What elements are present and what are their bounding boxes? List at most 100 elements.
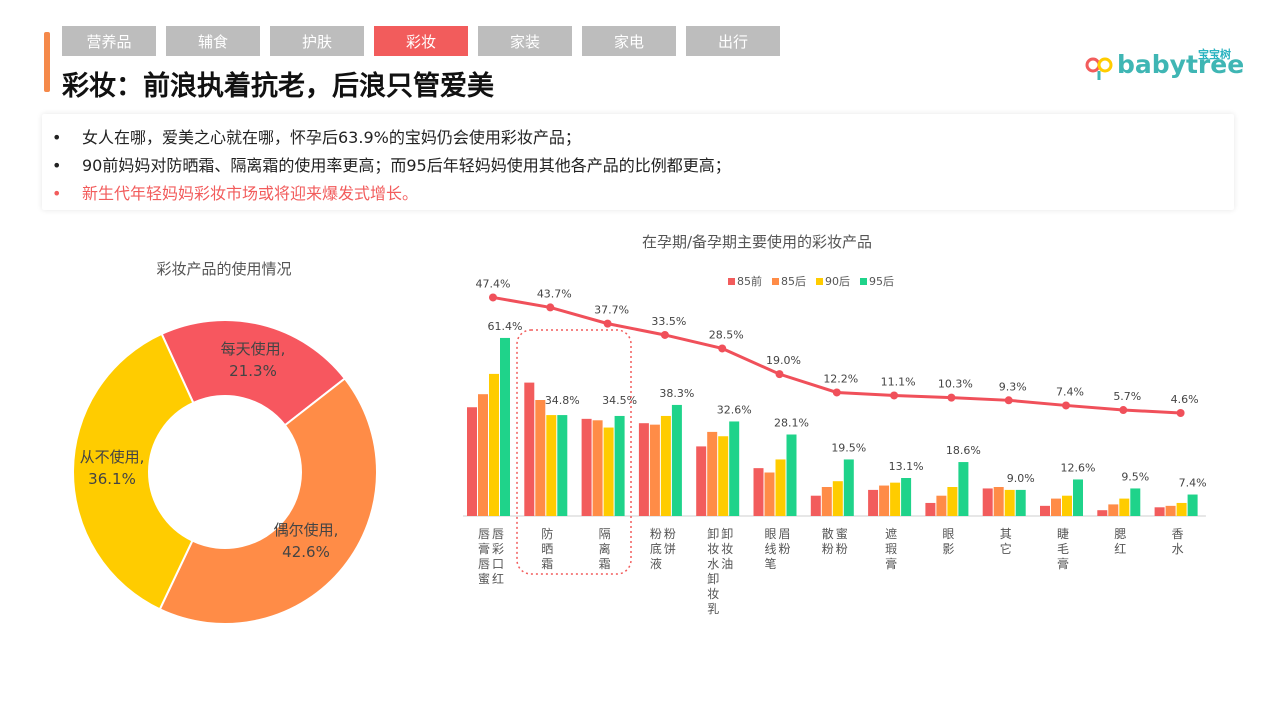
bar-value-label: 9.5% [1121,470,1149,483]
summary-box: • 女人在哪，爱美之心就在哪，怀孕后63.9%的宝妈仍会使用彩妆产品； • 90前妈… [42,114,1234,210]
bar [786,434,797,516]
bar [614,415,625,516]
tab-6[interactable]: 家电 [582,26,676,56]
category-label-char: 彩 [492,542,504,556]
bullet-1: • 女人在哪，爱美之心就在哪，怀孕后63.9%的宝妈仍会使用彩妆产品； [52,128,581,147]
line-value-label: 5.7% [1113,390,1141,403]
line-point [718,344,727,353]
category-label-char: 蜜 [478,571,490,586]
category-label-char: 笔 [764,556,776,571]
line-value-label: 43.7% [537,287,572,300]
bar [890,482,901,516]
bar [1097,510,1108,516]
category-label-char: 卸 [707,526,719,541]
bar [1015,489,1026,516]
line-point [1004,396,1013,405]
bar [832,481,843,516]
category-label-char: 防 [541,526,553,541]
tab-2[interactable]: 辅食 [166,26,260,56]
category-label-char: 影 [942,542,954,556]
category-label-char: 眼 [942,527,954,541]
category-label-char: 水 [707,557,719,571]
line-point [775,370,784,379]
bar [958,462,969,516]
category-label-char: 底 [650,541,662,556]
bar [581,418,592,516]
bar [879,485,890,516]
bar-value-label: 13.1% [889,460,924,473]
bar [649,424,660,516]
bar [1165,505,1176,516]
category-label-char: 蜜 [836,526,848,541]
bar-value-label: 9.0% [1007,472,1035,485]
bar [936,495,947,516]
title-accent-bar [44,32,50,92]
category-label-char: 毛 [1057,542,1069,556]
bar [696,446,707,516]
bar [925,502,936,516]
tab-5[interactable]: 家装 [478,26,572,56]
category-label-char: 乳 [707,602,719,616]
donut-title: 彩妆产品的使用情况 [156,260,291,278]
tab-1[interactable]: 营养品 [62,26,156,56]
bar-value-label: 18.6% [946,444,981,457]
bar-value-label: 7.4% [1179,477,1207,490]
bar [592,420,603,516]
line-point [1119,406,1128,415]
line-value-label: 11.1% [881,375,916,388]
bar [1154,507,1165,516]
bar [718,436,729,516]
bar-value-label: 12.6% [1061,461,1096,474]
category-label-char: 水 [1172,542,1184,556]
bar-value-label: 38.3% [659,387,694,400]
category-tabs: 营养品 辅食 护肤 彩妆 家装 家电 出行 [62,26,780,56]
legend-swatch [860,278,867,285]
donut-slice-label: 从不使用, [80,448,145,466]
bar [821,487,832,516]
bar [557,415,568,516]
category-label-char: 霜 [599,557,611,571]
tab-3[interactable]: 护肤 [270,26,364,56]
tab-7[interactable]: 出行 [686,26,780,56]
line-point [832,388,841,397]
category-label-char: 遮 [885,526,897,541]
bar [993,487,1004,516]
bar [500,337,510,516]
logo-text: babytree [1117,50,1245,79]
category-label-char: 霜 [541,557,553,571]
bar-value-label: 34.5% [602,394,637,407]
category-label-char: 粉 [664,527,676,541]
bar [546,415,557,516]
bar [1051,498,1061,516]
line-point [1062,401,1070,410]
bar [1073,479,1083,516]
category-label-char: 妆 [721,542,733,556]
line-value-label: 47.4% [476,277,511,290]
donut-slice-label: 偶尔使用, [274,521,339,539]
bar [1108,504,1119,516]
category-label-char: 油 [721,557,733,571]
category-label-char: 其 [1000,527,1012,541]
category-label-char: 唇 [492,527,504,541]
category-label-char: 眼 [764,527,776,541]
category-label-char: 粉 [836,542,848,556]
category-label-char: 卸 [707,571,719,586]
bar-value-label: 28.1% [774,417,809,430]
bar [982,488,993,516]
bar [753,468,764,516]
tab-4[interactable]: 彩妆 [374,26,468,56]
bar [1062,495,1072,516]
category-label-char: 饼 [664,542,676,556]
line-value-label: 19.0% [766,354,801,367]
bar-value-label: 34.8% [545,394,580,407]
bullet-3: • 新生代年轻妈妈彩妆市场或将迎来爆发式增长。 [52,184,419,203]
category-label-char: 腮 [1114,527,1126,541]
category-label-char: 瑕 [885,542,897,556]
bar [1187,494,1198,516]
line-point [603,319,612,328]
category-label-char: 红 [492,571,504,586]
legend-swatch [816,278,823,285]
line-value-label: 37.7% [594,304,629,317]
donut-slice-value: 21.3% [229,362,277,380]
